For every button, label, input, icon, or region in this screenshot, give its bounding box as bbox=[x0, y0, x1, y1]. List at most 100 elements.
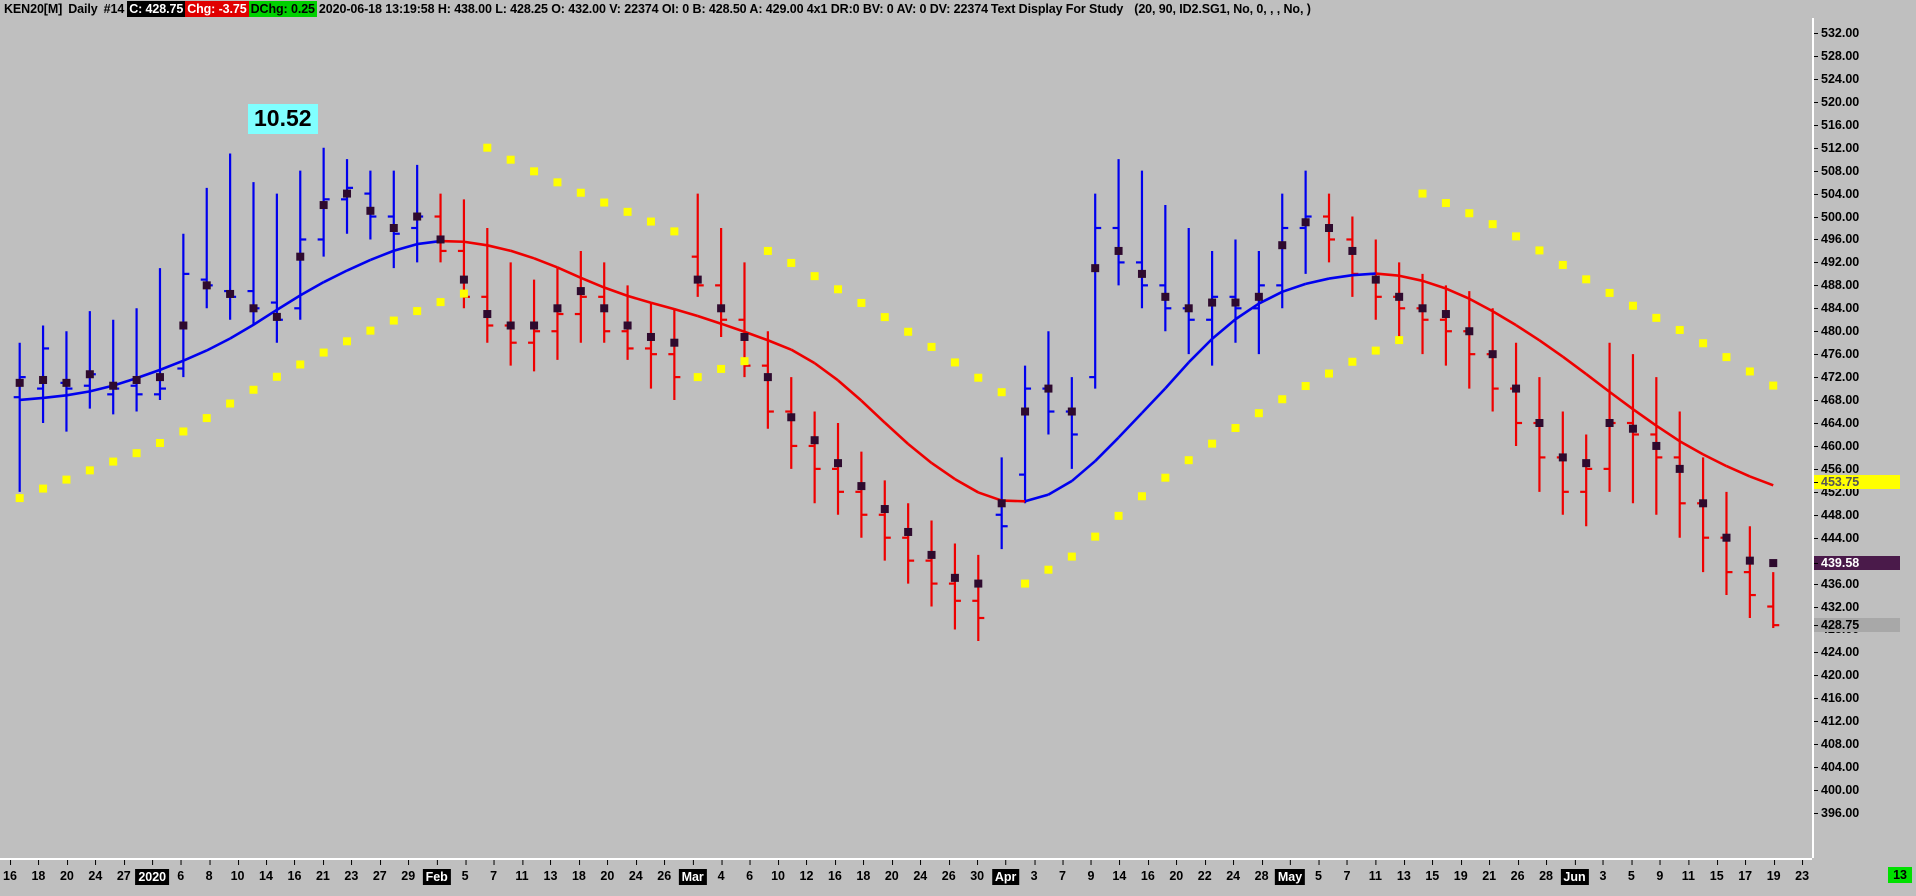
moving-average-segment bbox=[907, 442, 933, 464]
time-tick: 29 bbox=[401, 860, 415, 883]
price-tick-label: 396.00 bbox=[1821, 806, 1860, 820]
ohlc-bar bbox=[200, 187, 213, 309]
time-tick-label: 10 bbox=[771, 869, 785, 883]
time-tick-mark bbox=[408, 860, 410, 865]
time-tick: 26 bbox=[657, 860, 671, 883]
moving-average-segment bbox=[1445, 287, 1470, 300]
study-marker-square bbox=[646, 332, 655, 341]
price-highlight-last-price-level[interactable]: 428.75 bbox=[1814, 618, 1900, 633]
time-tick: 16 bbox=[828, 860, 842, 883]
study-marker-square bbox=[1021, 407, 1030, 416]
study-marker-square bbox=[1348, 246, 1357, 255]
moving-average-segment bbox=[1070, 460, 1097, 483]
price-tick: 520.00 bbox=[1814, 95, 1859, 109]
stop-level-dot bbox=[646, 217, 655, 226]
time-tick-label: 5 bbox=[1627, 869, 1635, 883]
price-highlight-ask-or-study-level[interactable]: 453.75 bbox=[1814, 474, 1900, 489]
ohlc-bar bbox=[1510, 342, 1523, 446]
moving-average-segment bbox=[790, 348, 816, 365]
change-tag: Chg: -3.75 bbox=[185, 1, 249, 17]
bar-period-badge[interactable]: 13 bbox=[1888, 867, 1912, 883]
study-marker-square bbox=[1395, 292, 1404, 301]
time-tick: 21 bbox=[1482, 860, 1497, 883]
ohlc-bar bbox=[1065, 377, 1078, 469]
study-marker-square bbox=[1231, 298, 1240, 307]
price-tick: 484.00 bbox=[1814, 301, 1859, 315]
study-marker-square bbox=[459, 275, 468, 284]
time-tick-mark bbox=[10, 860, 11, 865]
time-tick-mark bbox=[1773, 860, 1775, 865]
ohlc-bar bbox=[1603, 342, 1616, 492]
time-tick: 18 bbox=[856, 860, 870, 883]
time-tick-label: 7 bbox=[1059, 869, 1066, 883]
stop-level-dot bbox=[1558, 260, 1567, 269]
stop-level-dot bbox=[1535, 246, 1544, 255]
time-tick-label: 21 bbox=[1482, 869, 1497, 883]
time-tick-label: 13 bbox=[543, 869, 558, 883]
study-name-label[interactable]: Text Display For Study bbox=[990, 2, 1124, 16]
time-tick-label: 4 bbox=[717, 869, 725, 883]
time-tick-mark bbox=[436, 860, 438, 865]
chart-canvas[interactable] bbox=[0, 18, 1812, 858]
stop-level-dot bbox=[1044, 565, 1053, 574]
time-tick-label: 3 bbox=[1599, 869, 1607, 883]
stop-level-dot bbox=[1722, 353, 1731, 362]
price-tick-label: 528.00 bbox=[1821, 48, 1860, 63]
study-marker-square bbox=[343, 189, 352, 198]
ohlc-bar bbox=[1019, 365, 1032, 504]
time-tick-mark bbox=[1147, 860, 1149, 865]
symbol-label[interactable]: KEN20[M] bbox=[4, 2, 63, 16]
moving-average-segment bbox=[182, 349, 208, 362]
time-tick: 20 bbox=[885, 860, 899, 883]
study-marker-square bbox=[155, 373, 164, 382]
time-tick-mark bbox=[977, 860, 979, 865]
stop-level-dot bbox=[1091, 532, 1100, 541]
interval-label[interactable]: Daily bbox=[68, 2, 98, 16]
moving-average-segment bbox=[159, 359, 184, 372]
time-tick-period: Jun bbox=[1560, 860, 1589, 885]
price-highlight-label: 428.75 bbox=[1821, 618, 1860, 633]
price-tick-label: 472.00 bbox=[1821, 370, 1860, 385]
ohlc-bar bbox=[1767, 572, 1780, 629]
price-tick-mark bbox=[1814, 675, 1818, 677]
time-tick-label: 5 bbox=[461, 869, 469, 883]
time-axis[interactable]: 16 18 20 24 27 2020 6 8 10 14 16 21 23 27 29 Feb 5 7 11 13 1… bbox=[0, 858, 1812, 896]
time-tick-mark bbox=[664, 860, 666, 865]
price-tick-mark bbox=[1814, 583, 1818, 585]
study-marker-square bbox=[1184, 304, 1193, 313]
chart-plot-area[interactable] bbox=[0, 18, 1812, 858]
price-tick-mark bbox=[1814, 331, 1818, 333]
price-highlight-moving-average-level[interactable]: 439.58 bbox=[1814, 556, 1900, 571]
price-tick: 396.00 bbox=[1814, 806, 1859, 820]
time-tick-mark bbox=[1489, 860, 1491, 865]
price-tick: 468.00 bbox=[1814, 393, 1859, 407]
price-tick: 404.00 bbox=[1814, 760, 1859, 774]
time-tick: 20 bbox=[600, 860, 614, 883]
ohlc-bar bbox=[715, 228, 728, 337]
time-tick: 20 bbox=[60, 860, 74, 883]
price-tick-label: 464.00 bbox=[1821, 416, 1860, 430]
time-tick-label: 23 bbox=[1795, 869, 1810, 883]
moving-average-segment bbox=[930, 461, 956, 481]
time-tick-mark bbox=[749, 860, 751, 865]
stop-level-dot bbox=[249, 385, 258, 394]
price-tick-label: 512.00 bbox=[1821, 140, 1860, 155]
ohlc-bar bbox=[1533, 377, 1546, 492]
moving-average-segment bbox=[1375, 272, 1400, 278]
ohlc-bar bbox=[948, 543, 961, 630]
moving-average-segment bbox=[1164, 361, 1190, 390]
price-tick-label: 520.00 bbox=[1821, 94, 1860, 109]
time-tick-label: 14 bbox=[259, 869, 273, 883]
study-marker-square bbox=[857, 482, 866, 491]
time-tick-mark bbox=[607, 860, 609, 865]
stop-level-dot bbox=[834, 285, 843, 294]
stop-level-dot bbox=[459, 289, 468, 298]
time-tick: 3 bbox=[1031, 860, 1038, 883]
stop-level-dot bbox=[109, 457, 118, 466]
time-tick: 5 bbox=[1627, 860, 1635, 883]
time-tick-label: 19 bbox=[1453, 869, 1468, 883]
price-tick-mark bbox=[1814, 78, 1818, 80]
time-tick-mark bbox=[1432, 860, 1434, 865]
price-axis[interactable]: 532.00 528.00 524.00 520.00 516.00 512.00 508.… bbox=[1812, 18, 1916, 858]
stop-level-dot bbox=[530, 167, 539, 176]
